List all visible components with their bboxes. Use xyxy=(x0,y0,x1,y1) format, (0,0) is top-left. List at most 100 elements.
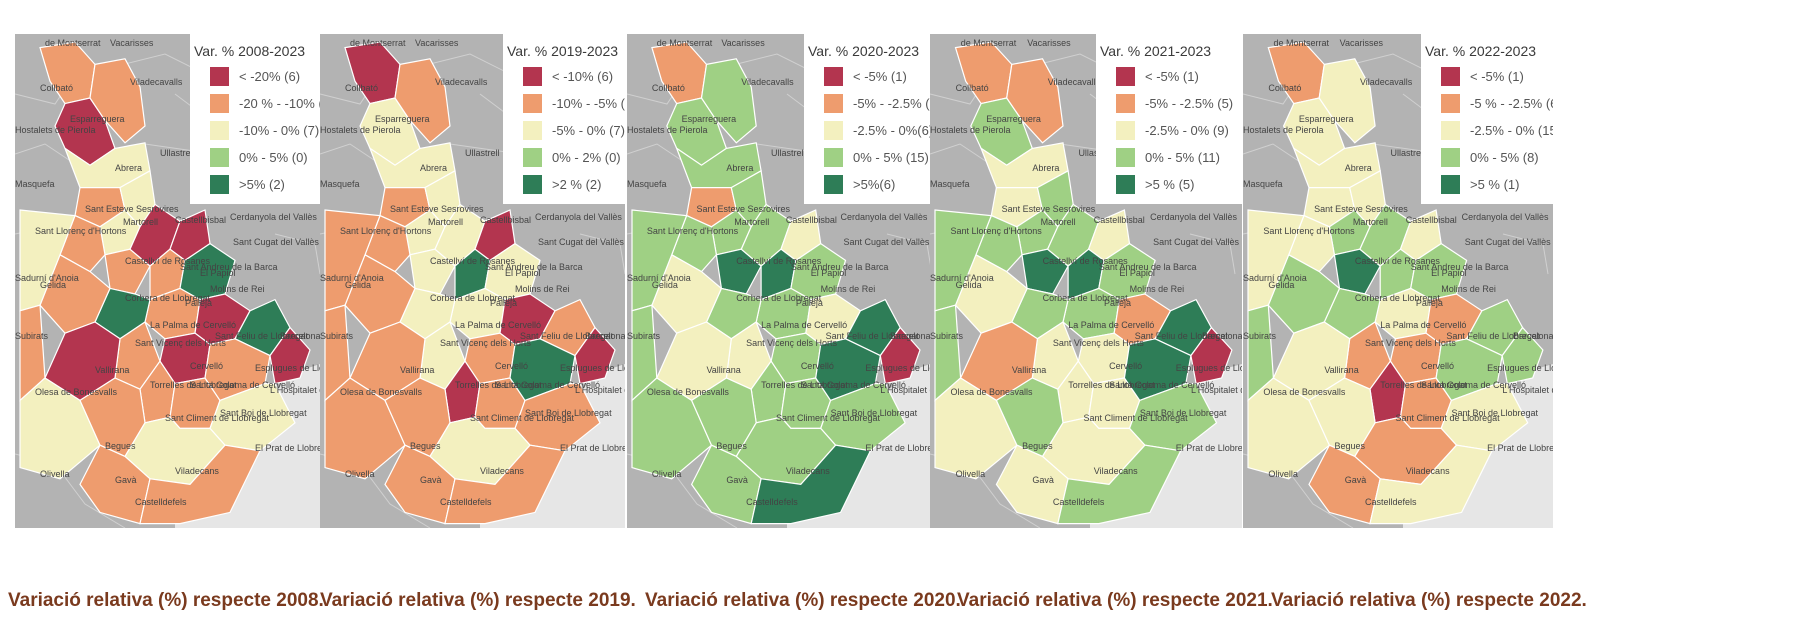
municipality-region xyxy=(631,209,688,312)
place-label: Cervelló xyxy=(495,360,529,371)
place-label: Sant Boi de Llobregat xyxy=(220,407,307,418)
legend-label: >5 % (1) xyxy=(1470,177,1520,192)
legend-swatch xyxy=(210,148,229,167)
place-label: Gelida xyxy=(40,279,67,290)
place-label: Masquefa xyxy=(1243,179,1283,190)
map-caption: Variació relativa (%) respecte 2020. xyxy=(645,590,961,611)
place-label: Corbera de Llobregat xyxy=(430,293,516,304)
place-label: Masquefa xyxy=(930,179,970,190)
place-label: El Papiol xyxy=(505,267,541,278)
place-label: Masquefa xyxy=(627,179,667,190)
place-label: Gavà xyxy=(115,474,137,485)
place-label: Sant Andreu de la Barca xyxy=(485,262,583,272)
place-label: Masquefa xyxy=(320,179,360,190)
place-label: Hostalets de Pierola xyxy=(930,125,1011,136)
place-label: L'Hospitalet de Llobregat xyxy=(880,385,930,396)
municipality-region xyxy=(1333,248,1381,295)
legend-item: -2.5% - 0%(6) xyxy=(808,117,930,144)
legend-label: -5% - 0% (7) xyxy=(552,123,625,138)
place-label: Olesa de Bonesvalls xyxy=(646,387,729,398)
place-label: Collbató xyxy=(1268,82,1302,93)
place-label: Sant Andreu de la Barca xyxy=(790,262,889,272)
place-label: Sadurní d'Anoia xyxy=(627,273,691,284)
place-label: El Papiol xyxy=(1431,267,1467,278)
place-label: Gavà xyxy=(420,474,442,485)
municipality-region xyxy=(394,58,451,144)
place-label: Sadurní d'Anoia xyxy=(1243,273,1307,284)
place-label: Castellví de Rosanes xyxy=(430,256,516,267)
legend-title: Var. % 2020-2023 xyxy=(808,43,920,59)
legend-item: 0% - 5% (15) xyxy=(808,144,930,171)
place-label: Sadurní d'Anoia xyxy=(930,273,994,284)
legend-label: -20 % - -10% (15) xyxy=(239,96,320,111)
municipality-region xyxy=(1267,41,1325,105)
place-label: Sant Llorenç d'Hortons xyxy=(35,226,127,237)
legend-item: 0% - 2% (0) xyxy=(507,144,625,171)
legend-swatch xyxy=(523,175,542,194)
place-label: Sadurní d'Anoia xyxy=(15,273,79,284)
place-label: Sant Boi de Llobregat xyxy=(1451,407,1539,418)
place-label: Corbera de Llobregat xyxy=(1354,293,1440,304)
legend-swatch xyxy=(523,148,542,167)
place-label: Cervelló xyxy=(1109,360,1143,371)
municipality-region xyxy=(139,444,261,525)
map-caption: Variació relativa (%) respecte 2022. xyxy=(1271,590,1587,611)
place-label: Esplugues de Llobregat xyxy=(1175,362,1242,373)
place-label: El Prat de Llobregat xyxy=(1487,443,1553,454)
place-label: Olivella xyxy=(345,469,375,480)
municipality-region xyxy=(715,248,762,295)
place-label: Martorell xyxy=(1352,217,1388,228)
legend-swatch xyxy=(210,175,229,194)
place-label: Pallejà xyxy=(1415,297,1443,308)
place-label: Sant Feliu de Llobregat xyxy=(215,331,309,342)
place-label: Molins de Rei xyxy=(820,284,876,295)
place-label: Sant Climent de Llobregat xyxy=(1083,413,1188,424)
place-label: Sant Vicenç dels Horts xyxy=(1365,338,1456,349)
legend-item: < -5% (1) xyxy=(808,63,930,90)
place-label: Olesa de Bonesvalls xyxy=(1263,387,1346,398)
legend-swatch xyxy=(824,148,843,167)
place-label: Sant Esteve Sesrovires xyxy=(1001,203,1096,214)
place-label: Molins de Rei xyxy=(1129,284,1185,295)
place-label: Barcelona xyxy=(280,331,320,342)
place-label: Olesa de Bonesvalls xyxy=(340,387,423,398)
place-label: Castellbisbal xyxy=(480,214,532,225)
legend-swatch xyxy=(1441,121,1460,140)
place-label: L'Hospitalet de Llobregat xyxy=(1191,385,1242,396)
place-label: Sant Boi de Llobregat xyxy=(830,407,918,418)
place-label: Collbató xyxy=(955,82,989,93)
place-label: Olivella xyxy=(40,469,70,480)
legend-label: -5 % - -2.5% (6) xyxy=(1470,96,1553,111)
place-label: Sant Cugat del Vallès xyxy=(1153,237,1240,248)
place-label: Barcelona xyxy=(585,331,625,342)
place-label: Pallejà xyxy=(795,297,823,308)
place-label: Masquefa xyxy=(15,179,55,190)
place-label: Sant Andreu de la Barca xyxy=(1098,262,1197,272)
legend-item: -2.5% - 0% (9) xyxy=(1100,117,1236,144)
place-label: L'Hospitalet de Llobregat xyxy=(1502,385,1553,396)
place-label: Sant Cugat del Vallès xyxy=(538,237,624,248)
place-label: Vallirana xyxy=(706,365,741,376)
place-label: Molins de Rei xyxy=(515,284,570,295)
place-label: Esparreguera xyxy=(70,114,125,125)
background-boundary xyxy=(886,233,930,266)
legend-item: < -20% (6) xyxy=(194,63,320,90)
place-label: Vacarisses xyxy=(415,38,459,48)
place-label: El Prat de Llobregat xyxy=(560,443,625,454)
place-label: Sant Feliu de Llobregat xyxy=(1446,331,1540,342)
place-label: Castellbisbal xyxy=(1093,214,1145,225)
legend: Var. % 2020-2023 < -5% (1) -5% - -2.5% (2)… xyxy=(804,34,930,204)
place-label: Torrelles de Llobregat xyxy=(761,379,848,390)
place-label: Gavà xyxy=(726,474,748,485)
place-label: Martorell xyxy=(428,217,464,228)
place-label: Olesa de Bonesvalls xyxy=(950,387,1033,398)
legend-label: < -5% (1) xyxy=(1145,69,1199,84)
place-label: Vacarisses xyxy=(1339,38,1383,48)
place-label: Cervelló xyxy=(1420,360,1454,371)
place-label: Ullastrell xyxy=(771,147,806,158)
legend-item: 0% - 5% (11) xyxy=(1100,144,1236,171)
place-label: Ullastrell xyxy=(465,147,500,158)
place-label: Subirats xyxy=(627,331,661,342)
place-label: de Montserrat xyxy=(656,38,713,48)
place-label: Castellbisbal xyxy=(785,214,837,225)
